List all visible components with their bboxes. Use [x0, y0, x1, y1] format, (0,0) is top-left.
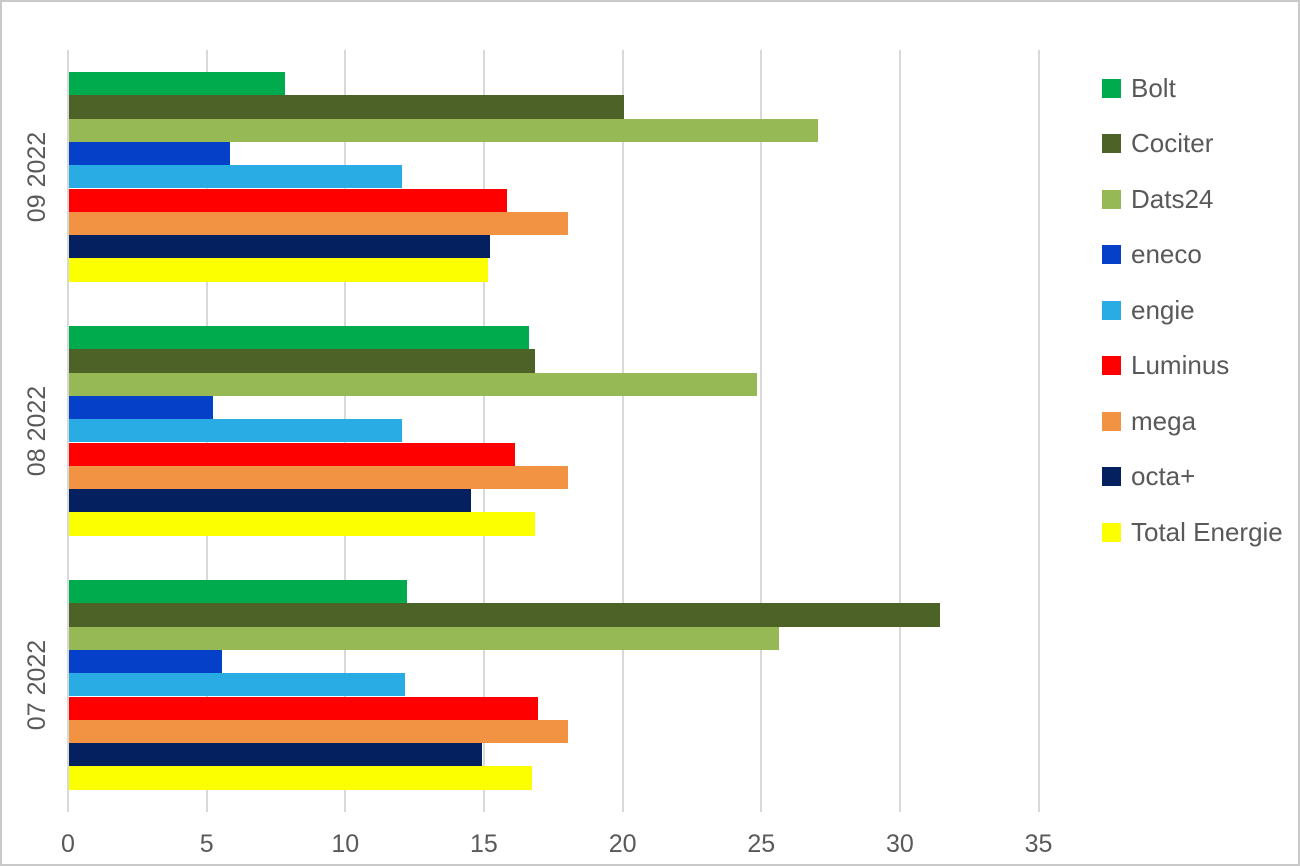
x-tick-label-25: 25: [747, 830, 776, 858]
bar-total-energie-08-2022: [69, 512, 535, 536]
bar-mega-09-2022: [69, 211, 569, 236]
bar-bolt-09-2022: [69, 72, 286, 96]
gridline-25: [760, 50, 763, 802]
bar-dats24-07-2022: [69, 626, 779, 650]
legend-item-dats24: Dats24: [1102, 184, 1213, 214]
bar-luminus-07-2022: [69, 696, 538, 720]
axis-tick-20: [621, 802, 624, 812]
legend-item-mega: mega: [1102, 406, 1196, 436]
bar-mega-07-2022: [69, 719, 569, 744]
legend-swatch-luminus: [1102, 356, 1121, 375]
axis-tick-15: [482, 802, 485, 812]
axis-tick-25: [760, 802, 763, 812]
bar-luminus-09-2022: [69, 188, 508, 212]
bar-octa-07-2022: [69, 743, 483, 767]
legend-swatch-octa: [1102, 467, 1121, 486]
legend-label-octa: octa+: [1131, 461, 1196, 491]
legend-swatch-eneco: [1102, 245, 1121, 264]
legend-item-cociter: Cociter: [1102, 128, 1214, 159]
x-tick-label-0: 0: [61, 830, 75, 858]
legend-label-engie: engie: [1131, 294, 1195, 325]
axis-tick-10: [344, 802, 347, 812]
bar-mega-08-2022: [69, 465, 569, 490]
legend-label-luminus: Luminus: [1131, 350, 1230, 380]
bar-engie-08-2022: [69, 419, 402, 443]
bar-total-energie-07-2022: [69, 766, 533, 790]
legend-item-eneco: eneco: [1102, 239, 1202, 270]
legend-item-bolt: Bolt: [1102, 73, 1176, 103]
legend-item-engie: engie: [1102, 295, 1195, 325]
legend-item-total-energie: Total Energie: [1102, 517, 1283, 547]
x-tick-label-5: 5: [199, 830, 214, 858]
bar-bolt-08-2022: [69, 326, 530, 350]
bar-bolt-07-2022: [69, 580, 408, 604]
legend-swatch-total-energie: [1102, 522, 1121, 542]
legend-swatch-dats24: [1102, 189, 1121, 209]
legend: Bolt Cociter Dats24 eneco engie Luminus mega oc…: [1102, 2, 1298, 864]
gridline-0: [67, 50, 69, 802]
bar-cociter-09-2022: [69, 95, 624, 119]
category-label-09-2022: 09 2022: [23, 131, 51, 223]
bar-eneco-09-2022: [69, 141, 230, 166]
legend-label-cociter: Cociter: [1131, 128, 1214, 158]
bar-eneco-07-2022: [69, 649, 222, 674]
bar-cociter-07-2022: [69, 603, 940, 627]
bar-cociter-08-2022: [69, 349, 535, 373]
legend-item-luminus: Luminus: [1102, 350, 1230, 381]
x-tick-label-35: 35: [1024, 830, 1053, 858]
gridline-30: [898, 50, 901, 802]
bar-octa-09-2022: [69, 235, 491, 259]
gridline-15: [482, 50, 485, 802]
legend-label-eneco: eneco: [1131, 239, 1202, 269]
bar-total-energie-09-2022: [69, 258, 488, 282]
legend-label-mega: mega: [1131, 405, 1197, 436]
legend-swatch-engie: [1102, 300, 1121, 320]
bar-luminus-08-2022: [69, 442, 516, 466]
axis-tick-0: [67, 802, 69, 812]
axis-tick-5: [205, 802, 208, 812]
legend-label-bolt: Bolt: [1131, 72, 1176, 103]
bar-eneco-08-2022: [69, 395, 214, 420]
legend-label-dats24: Dats24: [1131, 183, 1214, 214]
category-label-08-2022: 08 2022: [23, 385, 51, 477]
x-tick-label-30: 30: [885, 830, 914, 858]
x-tick-label-20: 20: [608, 830, 637, 858]
axis-tick-30: [898, 802, 901, 812]
bar-dats24-08-2022: [69, 372, 757, 396]
bar-dats24-09-2022: [69, 118, 818, 142]
legend-label-total-energie: Total Energie: [1131, 516, 1283, 547]
gridline-20: [621, 50, 624, 802]
legend-swatch-mega: [1102, 411, 1121, 431]
axis-tick-35: [1037, 802, 1040, 812]
x-tick-label-10: 10: [331, 830, 360, 858]
gridline-35: [1037, 50, 1040, 802]
x-tick-label-15: 15: [470, 830, 498, 858]
bar-engie-09-2022: [69, 165, 402, 189]
legend-item-octa: octa+: [1102, 461, 1196, 492]
legend-swatch-cociter: [1102, 134, 1121, 153]
bar-engie-07-2022: [69, 673, 405, 697]
bar-octa-08-2022: [69, 489, 472, 513]
category-label-07-2022: 07 2022: [23, 639, 51, 731]
legend-swatch-bolt: [1102, 78, 1121, 98]
